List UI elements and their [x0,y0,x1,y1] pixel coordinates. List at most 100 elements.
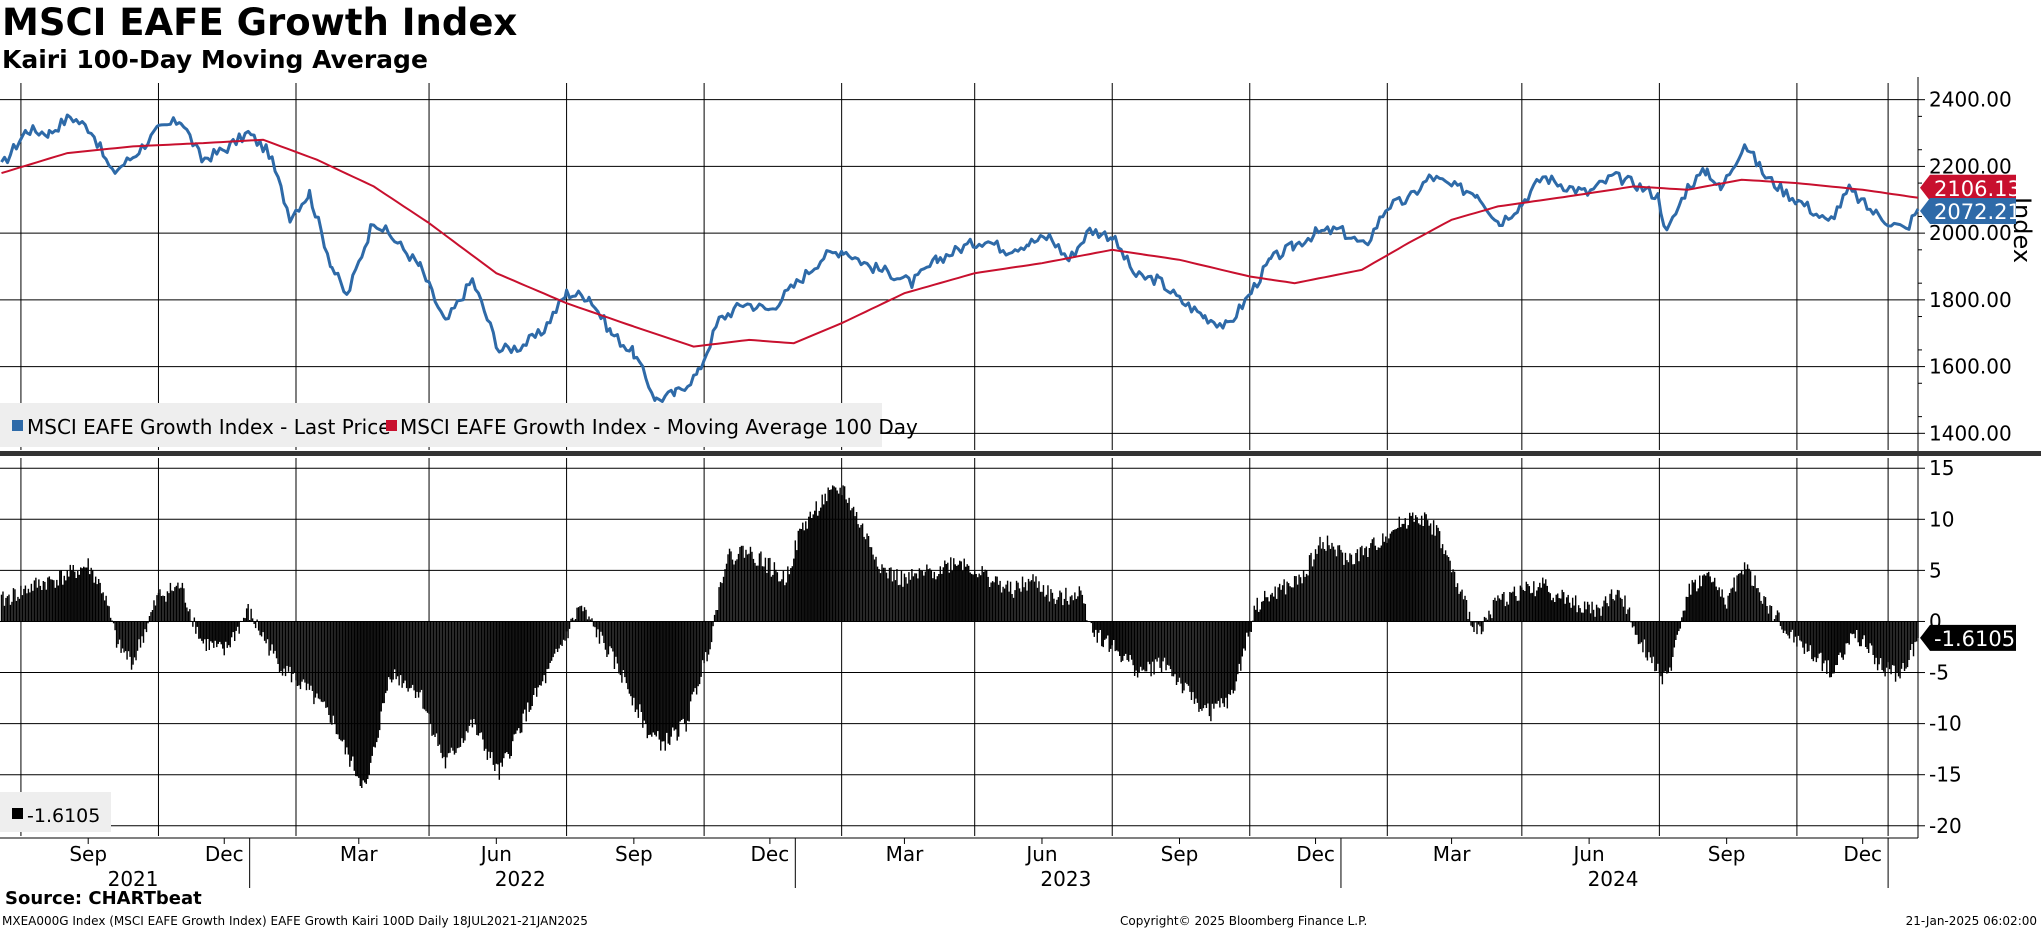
kairi-bar [655,621,657,737]
kairi-bar [491,621,493,753]
kairi-bar [1113,621,1115,640]
kairi-bar [477,621,480,736]
kairi-bar [15,600,18,622]
kairi-bar [779,581,782,622]
kairi-bar [646,621,649,739]
kairi-bar [83,566,85,622]
kairi-bar [1555,594,1557,622]
kairi-bar [1030,580,1033,622]
kairi-bar [1409,512,1411,622]
kairi-bar [180,587,182,622]
kairi-bar [130,621,133,670]
kairi-bar [1229,621,1232,695]
kairi-bar [1562,592,1565,622]
kairi-bar [598,621,601,644]
kairi-bar [459,621,462,747]
kairi-bar [1042,585,1045,622]
kairi-bar [833,486,835,622]
kairi-bar [471,621,474,728]
kairi-bar [1048,601,1051,622]
kairi-bar [746,554,749,622]
kairi-bar [340,621,342,741]
kairi-bar [1459,591,1462,622]
kairi-bar [450,621,453,748]
kairi-bar [645,621,647,724]
kairi-bar [1657,621,1659,664]
kairi-bar [1524,591,1526,622]
kairi-bar [894,580,897,622]
kairi-bar [1256,597,1258,622]
kairi-bar [141,621,143,637]
kairi-bar [1044,596,1046,622]
kairi-bar [625,621,628,684]
kairi-bar [1906,621,1909,668]
kairi-bar [1325,550,1327,622]
kairi-bar [1595,604,1598,622]
kairi-bar [1081,594,1084,622]
kairi-bar [549,621,551,663]
kairi-bar [1133,621,1136,676]
kairi-bar [1755,588,1758,622]
kairi-bar [993,582,995,622]
kairi-bar [1195,621,1197,699]
kairi-bar [1253,605,1255,622]
kairi-bar [473,621,475,719]
kairi-bar [407,621,409,692]
kairi-bar [1779,621,1782,626]
kairi-bar [401,621,403,688]
kairi-bar [1850,621,1852,634]
kairi-bar [1047,585,1049,622]
kairi-bar [1029,581,1031,622]
kairi-bar [797,530,799,622]
kairi-bar [483,621,486,751]
kairi-bar [1842,621,1844,660]
kairi-bar [1693,582,1695,622]
kairi-bar [1259,609,1261,622]
kairi-bar [183,588,185,622]
kairi-bar [1190,621,1193,700]
kairi-bar [552,621,554,658]
kairi-bar [251,618,254,622]
kairi-bar [1876,621,1879,671]
kairi-bar [1845,621,1847,644]
kairi-bar [755,565,758,622]
kairi-bar [1749,571,1752,622]
kairi-bar [1208,621,1211,717]
kairi-bar [1099,621,1101,630]
kairi-bar [219,621,221,642]
kairi-bar [1785,621,1788,634]
kairi-bar [704,621,707,653]
kairi-bar [204,621,206,640]
kairi-bar [229,621,231,648]
kairi-bar [694,621,696,689]
kairi-bar [1252,620,1254,622]
kairi-bar [1074,592,1076,622]
kairi-bar [344,621,347,755]
kairi-bar [1075,598,1078,622]
kairi-bar [1423,512,1426,622]
kairi-bar [775,569,777,622]
kairi-bar [1093,621,1095,637]
kairi-bar [1247,621,1249,637]
kairi-bar [1512,591,1514,622]
kairi-bar [648,621,650,735]
price-last-badge [1920,198,2016,225]
kairi-bar [1471,621,1474,628]
kairi-bar [27,588,30,622]
kairi-bar [1017,582,1019,622]
kairi-bar [1455,587,1457,622]
kairi-bar [830,489,832,622]
kairi-bar [265,621,267,644]
kairi-bar [53,580,55,622]
kairi-bar [630,621,632,697]
kairi-bar [1015,580,1018,622]
kairi-bar [165,601,167,622]
kairi-bar [1793,621,1795,643]
kairi-bar [1207,621,1209,704]
kairi-bar [1670,621,1673,671]
kairi-bar [1812,621,1815,662]
kairi-bar [1522,589,1525,622]
kairi-bar [1633,621,1635,627]
kairi-bar [686,621,689,721]
kairi-bar [669,621,671,745]
